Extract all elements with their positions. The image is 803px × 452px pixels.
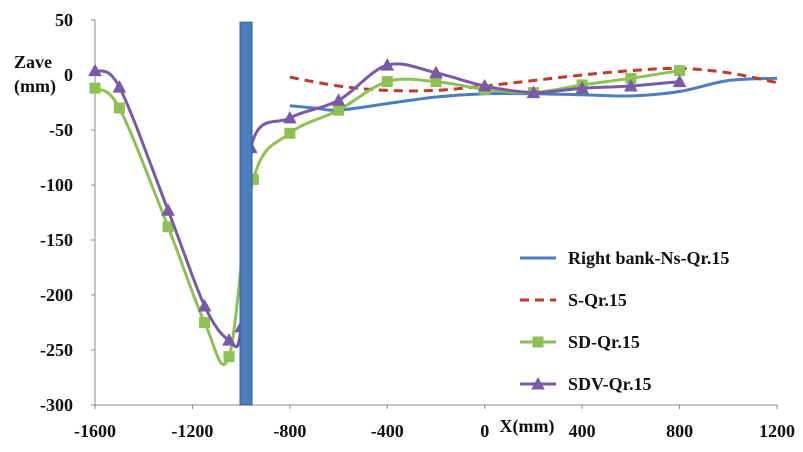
data-point-triangle [526,85,541,99]
x-tick-label: 1200 [759,421,795,441]
data-point-triangle [477,78,492,92]
series-line [289,66,778,93]
x-tick-label: 800 [666,421,693,441]
data-point-square [532,336,544,348]
data-point-square [333,104,345,116]
data-point-square [199,317,211,328]
x-tick-label: 400 [569,421,596,441]
legend-item: S-Qr.15 [520,290,627,310]
series-line [94,62,680,349]
y-tick-label: -250 [40,340,73,360]
data-point-square [381,76,393,88]
data-point-triangle [88,63,102,77]
data-point-triangle [197,298,212,312]
data-point-square [113,102,125,114]
x-tick-label: -1600 [74,421,116,441]
legend-label: SD-Qr.15 [568,332,640,352]
y-tick-label: 0 [64,65,73,85]
legend-item: SDV-Qr.15 [520,374,652,394]
legend-item: SD-Qr.15 [520,332,640,352]
y-tick-label: -100 [40,175,73,195]
data-point-triangle [380,58,395,71]
legend-label: Right bank-Ns-Qr.15 [568,248,729,268]
y-axis-label: Zave (mm) [14,52,56,97]
pier-bar [239,21,253,406]
legend: Right bank-Ns-Qr.15 S-Qr.15 SD-Qr.15 SDV-Qr… [520,248,729,394]
data-point-triangle [283,110,297,124]
data-point-square [223,351,235,363]
data-point-triangle [429,65,443,79]
x-tick-label: -400 [371,421,404,441]
data-point-triangle [531,376,545,390]
y-tick-label: -150 [40,230,73,250]
data-point-triangle [672,74,687,88]
series-line [94,69,680,366]
x-tick-label: -1200 [171,421,213,441]
data-point-square [284,127,296,139]
data-point-triangle [112,80,127,93]
data-point-square [89,82,101,94]
series-layer [88,21,778,406]
y-tick-label: -200 [40,285,73,305]
y-tick-label: 50 [55,10,73,30]
text-layer: 50 0 -50 -100 -150 -200 -250 -300-1600 -1200 -800… [14,10,795,441]
data-point-square [674,65,686,77]
legend-label: SDV-Qr.15 [568,374,652,394]
data-point-triangle [575,81,589,94]
legend-label: S-Qr.15 [568,290,627,310]
series-1 [289,66,778,93]
x-tick-label: -800 [273,421,306,441]
data-point-triangle [624,78,638,92]
data-point-triangle [161,203,175,216]
data-point-triangle [331,93,346,106]
x-axis-label: X(mm) [500,416,555,437]
data-point-triangle [222,333,236,346]
y-tick-label: -300 [40,395,73,415]
series-2 [89,65,686,366]
legend-item: Right bank-Ns-Qr.15 [520,248,729,268]
x-tick-label: 0 [480,421,489,441]
y-tick-label: -50 [49,120,73,140]
